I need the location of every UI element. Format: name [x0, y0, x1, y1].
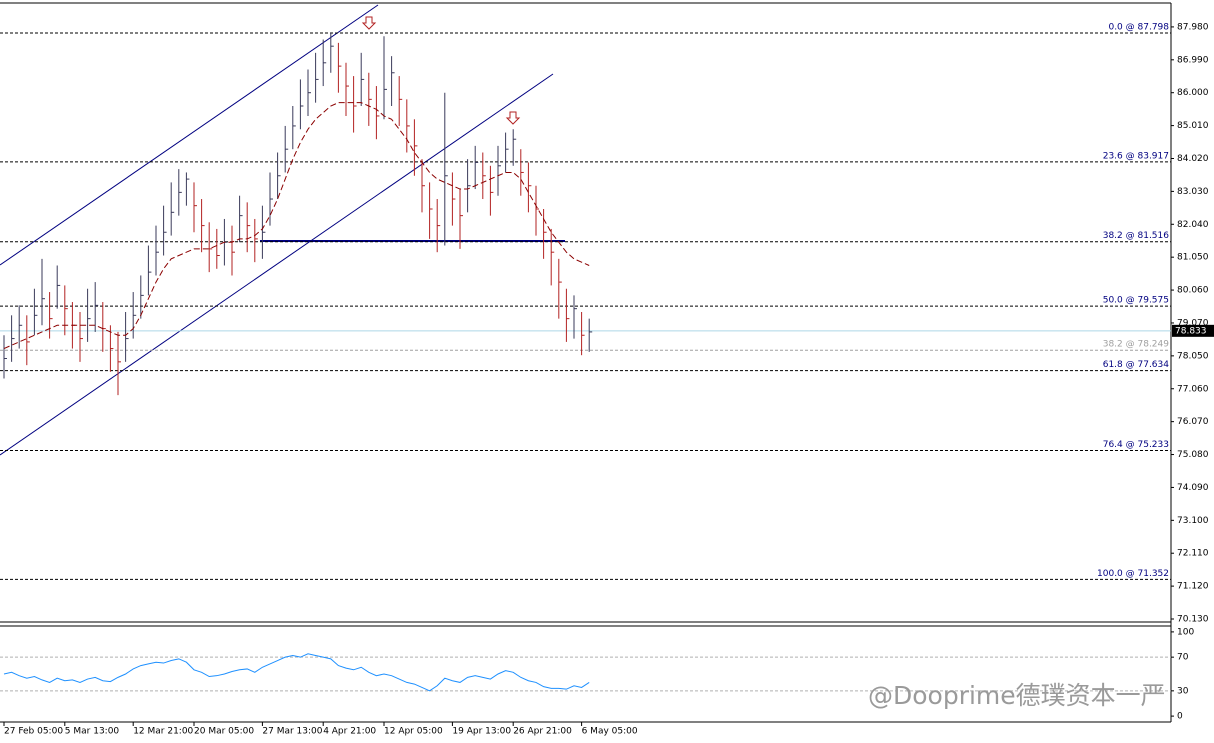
- fib-label: 38.2 @ 81.516: [1103, 231, 1170, 241]
- y-tick-label: 83.030: [1177, 187, 1209, 197]
- y-tick-label: 85.010: [1177, 121, 1209, 131]
- y-tick-label: 77.060: [1177, 384, 1209, 394]
- rsi-line: [3, 653, 590, 692]
- x-tick-label: 4 Apr 21:00: [323, 727, 376, 737]
- current-price-box: [1172, 324, 1214, 337]
- x-tick-label: 20 Mar 05:00: [194, 727, 254, 737]
- y-tick-label: 80.060: [1177, 286, 1209, 296]
- current-price-label: 78.833: [1175, 326, 1207, 336]
- x-tick-label: 19 Apr 13:00: [452, 727, 511, 737]
- fib-label: 23.6 @ 83.917: [1103, 151, 1169, 161]
- fib-label: 76.4 @ 75.233: [1103, 440, 1169, 450]
- y-tick-label: 87.980: [1177, 22, 1209, 32]
- x-tick-label: 5 Mar 13:00: [65, 727, 120, 737]
- y-tick-label: 86.000: [1177, 88, 1209, 98]
- y-tick-label: 81.050: [1177, 253, 1209, 263]
- x-tick-label: 6 May 05:00: [582, 727, 638, 737]
- y-tick-label: 79.070: [1177, 318, 1209, 328]
- fib-label: 61.8 @ 77.634: [1103, 360, 1170, 370]
- y-tick-label: 76.070: [1177, 417, 1209, 427]
- y-tick-label: 84.020: [1177, 154, 1209, 164]
- fib-label: 50.0 @ 79.575: [1103, 296, 1169, 306]
- x-tick-label: 12 Mar 21:00: [133, 727, 193, 737]
- y-tick-label: 72.110: [1177, 549, 1209, 559]
- y-tick-label: 75.080: [1177, 450, 1209, 460]
- fib-label: 38.2 @ 78.249: [1103, 340, 1170, 350]
- x-tick-label: 26 Apr 21:00: [513, 727, 572, 737]
- y-tick-label: 82.040: [1177, 220, 1209, 230]
- y-tick-label: 70: [1177, 653, 1189, 663]
- moving-average: [3, 102, 590, 350]
- x-tick-label: 27 Mar 13:00: [262, 727, 322, 737]
- arrow-marker: [361, 16, 377, 30]
- watermark: @Dooprime德璞资本一严: [868, 681, 1166, 710]
- fib-label: 0.0 @ 87.798: [1108, 22, 1169, 32]
- y-tick-label: 74.090: [1177, 483, 1209, 493]
- y-tick-label: 100: [1177, 627, 1194, 637]
- fib-label: 100.0 @ 71.352: [1097, 569, 1169, 579]
- channel-lower: [0, 73, 554, 456]
- arrow-marker: [505, 111, 521, 125]
- y-tick-label: 30: [1177, 686, 1189, 696]
- x-tick-label: 12 Apr 05:00: [384, 727, 443, 737]
- y-tick-label: 73.100: [1177, 516, 1209, 526]
- channel-upper: [0, 4, 379, 266]
- marks: 87.980 86.990 86.000 85.010 84.020 83.030 82.0…: [0, 22, 1214, 737]
- y-tick-label: 0: [1177, 712, 1183, 722]
- y-tick-label: 70.130: [1177, 615, 1209, 625]
- y-tick-label: 71.120: [1177, 582, 1209, 592]
- y-tick-label: 86.990: [1177, 55, 1209, 65]
- y-tick-label: 78.050: [1177, 351, 1209, 361]
- x-tick-label: 27 Feb 05:00: [4, 727, 63, 737]
